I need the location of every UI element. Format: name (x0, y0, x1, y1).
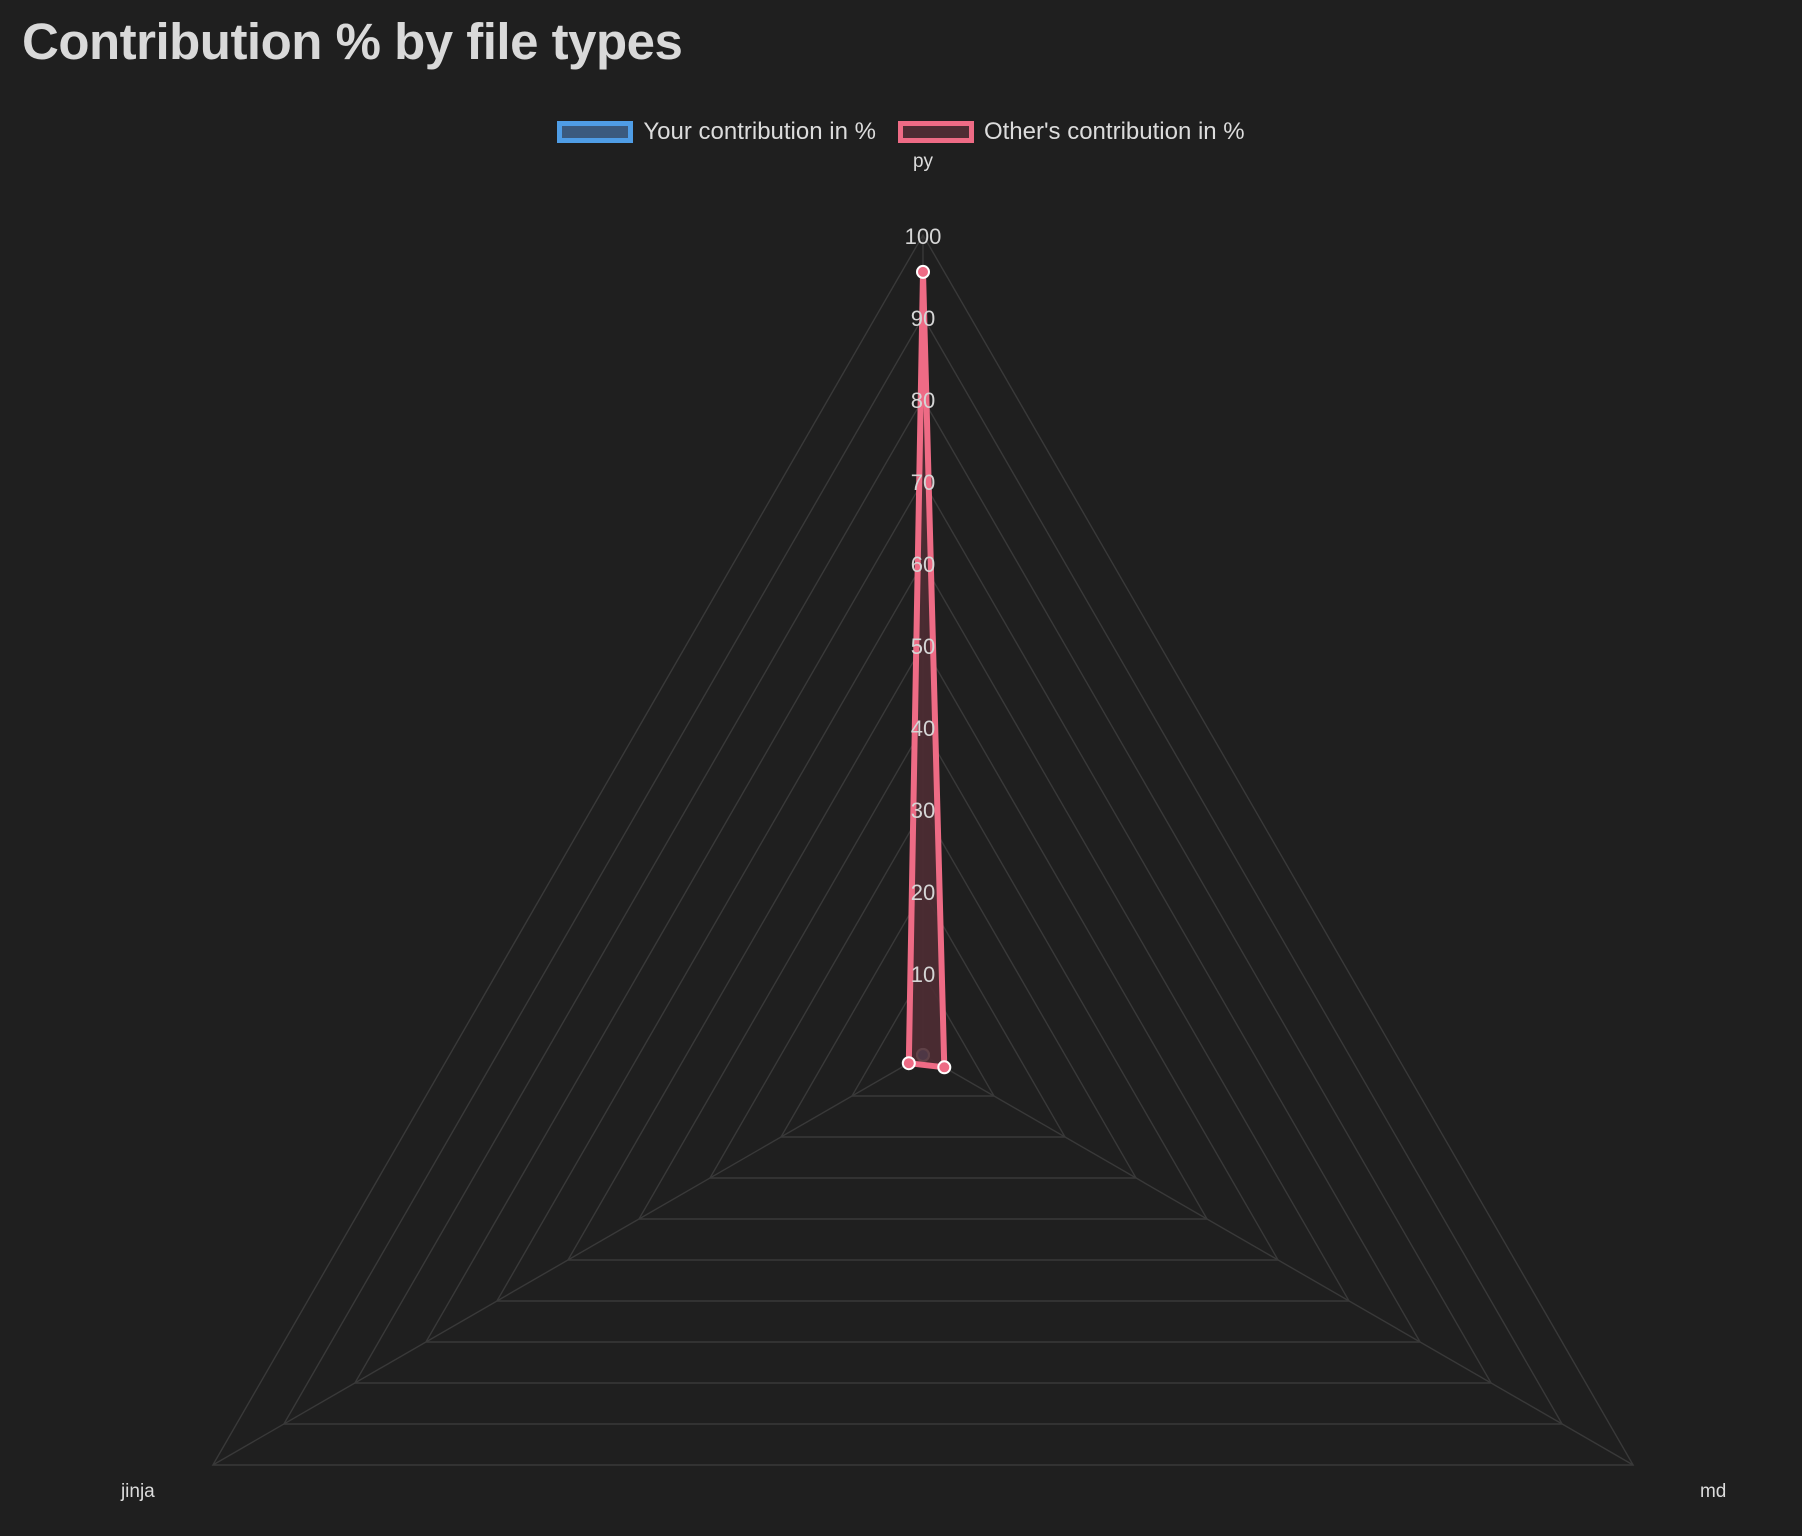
tick-label-40: 40 (911, 716, 935, 741)
tick-label-50: 50 (911, 634, 935, 659)
legend-swatch-others-contribution (897, 121, 974, 143)
data-point-1-py[interactable] (916, 264, 930, 279)
tick-label-80: 80 (911, 388, 935, 413)
tick-label-90: 90 (911, 306, 935, 331)
radar-tick-labels: 10 20 30 40 50 60 70 80 90 100 (905, 224, 942, 987)
grid-spoke-jinja (212, 1054, 924, 1466)
tick-label-10: 10 (911, 962, 935, 987)
radar-grid (211, 233, 1635, 1466)
tick-label-30: 30 (911, 798, 935, 823)
category-label-md: md (1700, 1481, 1726, 1502)
series-area-1 (905, 268, 948, 1071)
tick-label-60: 60 (911, 552, 935, 577)
grid-ring-30 (708, 807, 1138, 1179)
legend-label-others-contribution: Other's contribution in % (983, 118, 1245, 145)
grid-ring-10 (850, 971, 996, 1097)
legend-label-your-contribution: Your contribution in % (643, 118, 876, 145)
grid-ring-90 (282, 315, 1564, 1425)
grid-ring-70 (424, 479, 1422, 1343)
page-title: Contribution % by file types (22, 13, 683, 70)
tick-label-70: 70 (911, 470, 935, 495)
grid-ring-20 (779, 889, 1067, 1138)
data-point-1-jinja[interactable] (901, 1056, 916, 1071)
category-label-jinja: jinja (120, 1481, 155, 1502)
grid-ring-100 (211, 233, 1635, 1466)
radar-category-labels: py md jinja (120, 151, 1726, 1502)
tick-label-100: 100 (905, 224, 942, 249)
grid-spoke-md (922, 1054, 1634, 1466)
grid-ring-60 (495, 561, 1351, 1302)
category-label-py: py (913, 151, 934, 172)
legend-swatch-your-contribution (557, 121, 634, 143)
data-point-1-md[interactable] (937, 1060, 952, 1075)
chart-legend: Your contribution in % Other's contribut… (0, 118, 1802, 146)
tick-label-20: 20 (911, 880, 935, 905)
grid-ring-80 (353, 397, 1493, 1384)
grid-ring-50 (566, 643, 1280, 1261)
radar-series-layer (901, 264, 952, 1075)
legend-item-others-contribution[interactable]: Other's contribution in % (897, 118, 1245, 146)
legend-item-your-contribution[interactable]: Your contribution in % (557, 118, 876, 146)
grid-ring-40 (637, 725, 1209, 1220)
